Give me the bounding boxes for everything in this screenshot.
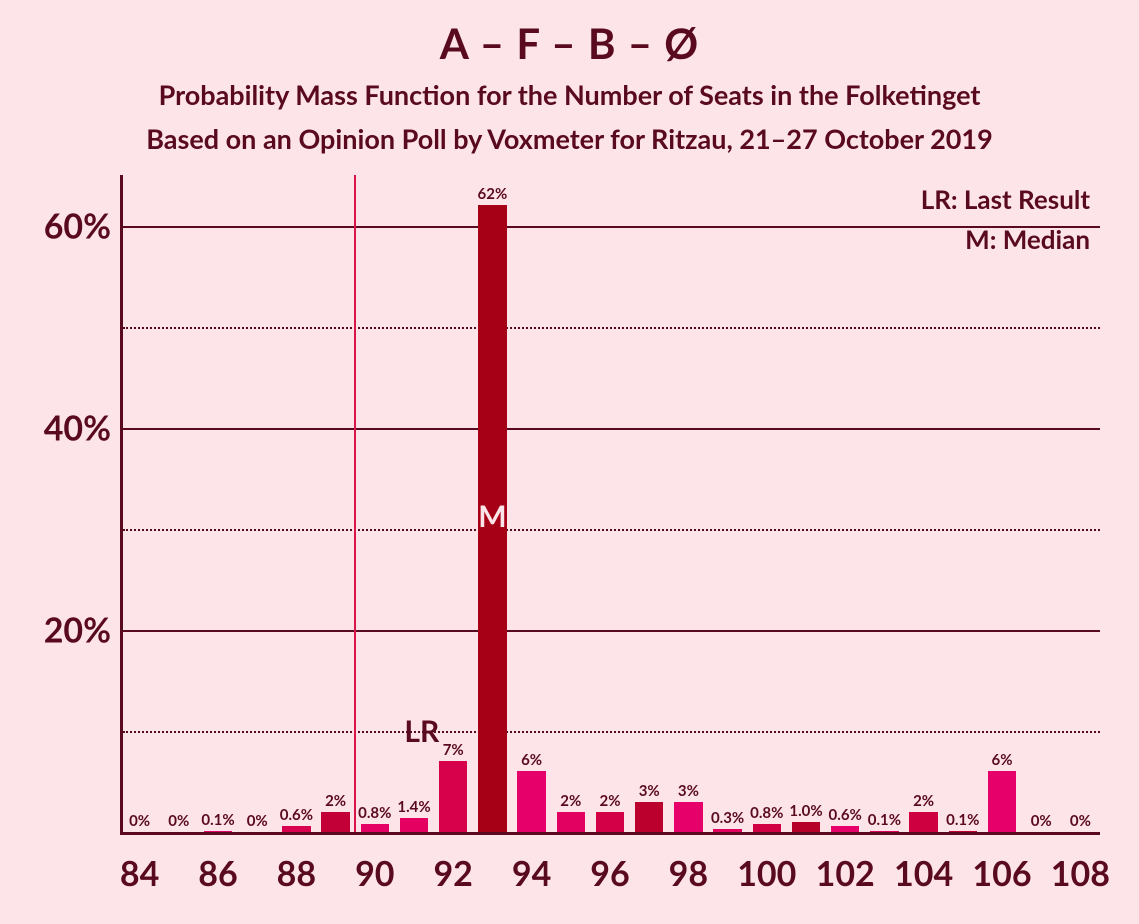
x-tick-label: 102 (815, 853, 875, 894)
bar-value-label: 0.1% (946, 811, 979, 829)
gridline-major (123, 226, 1100, 228)
bar (361, 824, 389, 832)
gridline-minor (123, 529, 1100, 531)
x-tick-label: 92 (423, 853, 483, 894)
y-axis-line (120, 175, 123, 835)
chart-title-main: A – F – B – Ø (0, 18, 1139, 68)
bar (674, 802, 702, 832)
bar-value-label: 0.8% (750, 804, 783, 822)
bar (400, 818, 428, 832)
x-axis-line (120, 832, 1100, 835)
y-tick-label: 60% (11, 205, 111, 246)
bar-value-label: 1.0% (789, 802, 822, 820)
bar-value-label: 0% (1031, 812, 1052, 830)
bar-value-label: 2% (325, 792, 346, 810)
bar-value-label: 0.6% (280, 806, 313, 824)
median-label: M (478, 498, 506, 534)
x-tick-label: 84 (110, 853, 170, 894)
last-result-line (354, 175, 356, 832)
bar-value-label: 7% (443, 741, 464, 759)
x-tick-label: 90 (345, 853, 405, 894)
bar (321, 812, 349, 832)
y-tick-label: 20% (11, 609, 111, 650)
bar (282, 826, 310, 832)
bar-value-label: 1.4% (397, 798, 430, 816)
bar (949, 831, 977, 832)
bar-value-label: 6% (992, 751, 1013, 769)
gridline-major (123, 630, 1100, 632)
gridline-major (123, 428, 1100, 430)
bar-value-label: 0.1% (201, 811, 234, 829)
x-tick-label: 96 (580, 853, 640, 894)
bar-value-label: 0.6% (829, 806, 862, 824)
bar-value-label: 0.1% (868, 811, 901, 829)
gridline-minor (123, 327, 1100, 329)
x-tick-label: 100 (737, 853, 797, 894)
x-tick-label: 98 (658, 853, 718, 894)
lr-label: LR (404, 713, 439, 749)
bar (204, 831, 232, 832)
x-tick-label: 86 (188, 853, 248, 894)
bar-value-label: 2% (560, 792, 581, 810)
chart-plot-area: LR: Last Result M: Median LR 0% 0% 0.1% 0% 0.… (120, 175, 1100, 835)
legend-m: M: Median (965, 223, 1090, 255)
bar (831, 826, 859, 832)
gridline-minor (123, 731, 1100, 733)
bar-value-label: 2% (913, 792, 934, 810)
bar-value-label: 0% (129, 812, 150, 830)
bar-value-label: 0.3% (711, 809, 744, 827)
bar-value-label: 2% (600, 792, 621, 810)
bar (870, 831, 898, 832)
x-tick-label: 104 (894, 853, 954, 894)
x-tick-label: 94 (502, 853, 562, 894)
legend-lr: LR: Last Result (921, 183, 1090, 215)
chart-subtitle-2: Based on an Opinion Poll by Voxmeter for… (0, 122, 1139, 155)
bar (909, 812, 937, 832)
bar (596, 812, 624, 832)
bar (753, 824, 781, 832)
x-tick-label: 108 (1050, 853, 1110, 894)
bar-value-label: 6% (521, 751, 542, 769)
bar (988, 771, 1016, 832)
chart-subtitle-1: Probability Mass Function for the Number… (0, 78, 1139, 111)
bar (439, 761, 467, 832)
bar (557, 812, 585, 832)
bar (713, 829, 741, 832)
bar-value-label: 62% (478, 185, 508, 203)
bar-value-label: 0.8% (358, 804, 391, 822)
y-tick-label: 40% (11, 407, 111, 448)
bar-value-label: 3% (678, 782, 699, 800)
x-tick-label: 106 (972, 853, 1032, 894)
bar-value-label: 3% (639, 782, 660, 800)
bar-value-label: 0% (247, 812, 268, 830)
bar-value-label: 0% (168, 812, 189, 830)
bar (635, 802, 663, 832)
bar (792, 822, 820, 832)
bar-value-label: 0% (1070, 812, 1091, 830)
bar (517, 771, 545, 832)
x-tick-label: 88 (266, 853, 326, 894)
